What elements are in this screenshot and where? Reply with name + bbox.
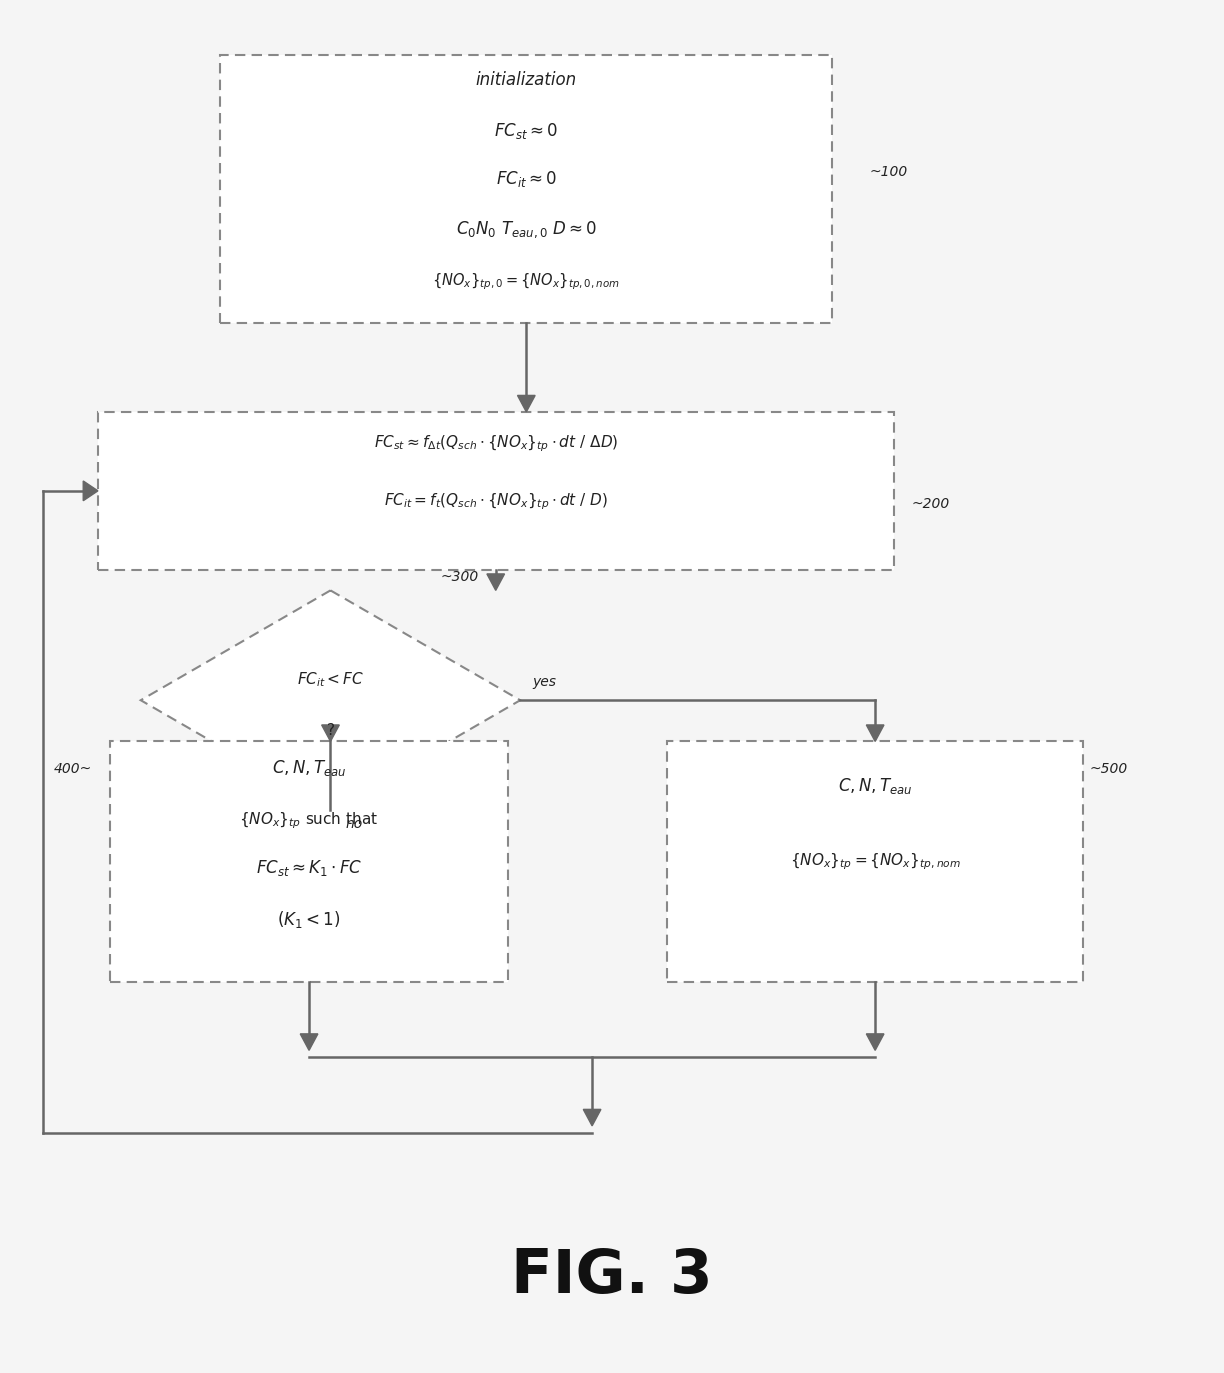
- Text: $FC_{it} < FC$: $FC_{it} < FC$: [297, 670, 364, 689]
- Polygon shape: [300, 1034, 318, 1050]
- FancyBboxPatch shape: [220, 55, 832, 323]
- FancyBboxPatch shape: [110, 741, 508, 982]
- Text: no: no: [345, 817, 362, 831]
- Text: $\{NO_x\}_{tp,0} = \{NO_x\}_{tp,0,nom}$: $\{NO_x\}_{tp,0} = \{NO_x\}_{tp,0,nom}$: [432, 272, 621, 292]
- Polygon shape: [518, 395, 535, 412]
- Text: 400~: 400~: [54, 762, 92, 776]
- Text: yes: yes: [532, 676, 557, 689]
- Polygon shape: [867, 1034, 884, 1050]
- Text: $FC_{it} = f_t(Q_{sch}\cdot\{NO_x\}_{tp}\cdot dt\ /\ D)$: $FC_{it} = f_t(Q_{sch}\cdot\{NO_x\}_{tp}…: [383, 492, 608, 512]
- Text: ~100: ~100: [869, 165, 907, 178]
- Text: FIG. 3: FIG. 3: [512, 1248, 712, 1306]
- Text: ~500: ~500: [1089, 762, 1127, 776]
- Text: $\{NO_x\}_{tp} = \{NO_x\}_{tp,nom}$: $\{NO_x\}_{tp} = \{NO_x\}_{tp,nom}$: [789, 851, 961, 872]
- Text: $C_0 N_0\ T_{eau,0}\ D{\approx}0$: $C_0 N_0\ T_{eau,0}\ D{\approx}0$: [455, 220, 597, 240]
- Text: ~300: ~300: [441, 570, 479, 584]
- Polygon shape: [584, 1109, 601, 1126]
- Polygon shape: [487, 574, 504, 590]
- Polygon shape: [867, 725, 884, 741]
- Text: ~200: ~200: [912, 497, 950, 511]
- Text: $FC_{it}\approx 0$: $FC_{it}\approx 0$: [496, 169, 557, 189]
- Text: $(K_1 < 1)$: $(K_1 < 1)$: [278, 909, 340, 930]
- Text: $FC_{st}\approx K_1\cdot FC$: $FC_{st}\approx K_1\cdot FC$: [256, 858, 362, 879]
- Polygon shape: [141, 590, 520, 810]
- Polygon shape: [83, 481, 98, 501]
- Text: $FC_{st} \approx f_{\Delta t}(Q_{sch}\cdot\{NO_x\}_{tp}\cdot dt\ /\ \Delta D)$: $FC_{st} \approx f_{\Delta t}(Q_{sch}\cd…: [373, 434, 618, 454]
- Text: initialization: initialization: [476, 71, 577, 89]
- Text: $\{NO_x\}_{tp}$ such that: $\{NO_x\}_{tp}$ such that: [240, 810, 378, 831]
- Text: $C, N, T_{eau}$: $C, N, T_{eau}$: [272, 758, 346, 778]
- FancyBboxPatch shape: [667, 741, 1083, 982]
- Text: $FC_{st}\approx 0$: $FC_{st}\approx 0$: [494, 121, 558, 141]
- Text: $C, N, T_{eau}$: $C, N, T_{eau}$: [838, 776, 912, 796]
- Text: ?: ?: [327, 724, 334, 737]
- Polygon shape: [322, 725, 339, 741]
- FancyBboxPatch shape: [98, 412, 894, 570]
